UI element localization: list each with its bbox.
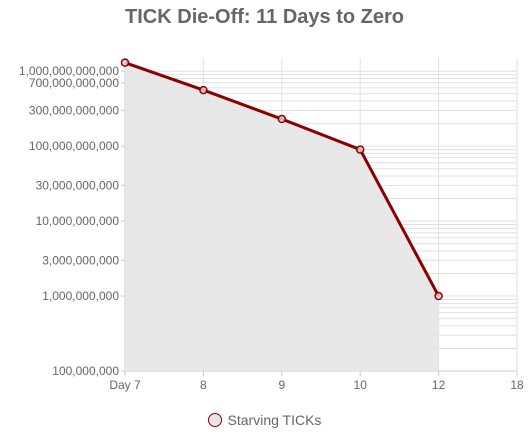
y-tick-label: 10,000,000,000	[36, 214, 120, 228]
x-tick-label: 12	[432, 378, 446, 392]
data-point	[199, 85, 208, 95]
legend-label: Starving TICKs	[227, 412, 322, 428]
x-tick-label: 18	[510, 378, 524, 392]
y-tick-label: 1,000,000,000	[42, 289, 119, 303]
data-point	[434, 291, 443, 301]
data-point	[355, 145, 365, 154]
x-tick-label: 9	[278, 378, 285, 392]
x-tick-label: 10	[354, 378, 368, 392]
y-tick-label: 1,000,000,000,000	[19, 64, 119, 78]
data-point	[120, 58, 130, 67]
legend-swatch-icon	[207, 413, 222, 427]
y-tick-label: 100,000,000,000	[29, 139, 119, 153]
chart-title: TICK Die-Off: 11 Days to Zero	[125, 6, 404, 28]
y-tick-label: 700,000,000,000	[29, 76, 119, 90]
legend[interactable]: Starving TICKs	[0, 412, 529, 428]
y-tick-label: 30,000,000,000	[36, 178, 120, 192]
series-area	[125, 62, 439, 371]
x-tick-label: Day 7	[109, 378, 141, 392]
y-tick-label: 100,000,000	[52, 364, 119, 378]
y-tick-label: 300,000,000,000	[29, 103, 119, 117]
y-tick-label: 3,000,000,000	[42, 253, 119, 267]
data-point	[277, 114, 287, 124]
x-tick-label: 8	[200, 378, 207, 392]
